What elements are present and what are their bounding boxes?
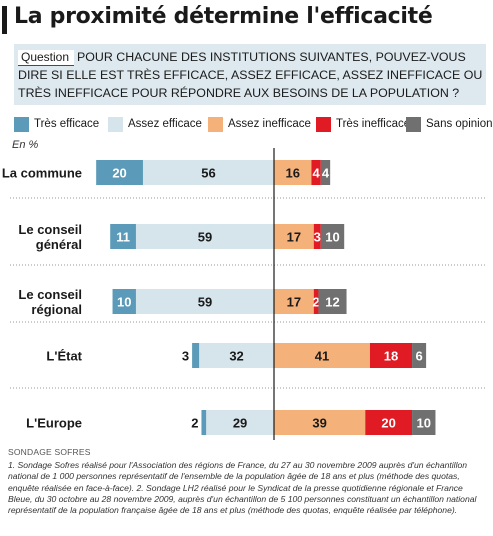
- bar-tres-efficace-le-conseil-general: [110, 224, 136, 249]
- bar-tres-efficace-la-commune: [96, 160, 143, 185]
- legend-swatch-tres-efficace: [14, 116, 29, 132]
- value-label-sans-opinion-la-commune: 4: [322, 166, 330, 181]
- legend-label-assez-inefficace: Assez inefficace: [228, 118, 311, 130]
- footnote: 1. Sondage Sofres réalisé pour l'Associa…: [8, 460, 477, 516]
- legend-swatch-assez-inefficace: [208, 116, 223, 132]
- value-label-sans-opinion-l-etat: 6: [415, 349, 422, 364]
- bar-assez-inefficace-l-etat: [274, 343, 370, 368]
- bar-sans-opinion-le-conseil-general: [320, 224, 345, 249]
- value-label-assez-efficace-la-commune: 56: [201, 166, 215, 181]
- legend-label-tres-inefficace: Très inefficace: [336, 118, 411, 130]
- legend: Très efficace Assez efficace Assez ineff…: [14, 115, 493, 133]
- bar-assez-inefficace-la-commune: [274, 160, 312, 185]
- legend-label-sans-opinion: Sans opinion: [426, 118, 493, 130]
- bar-tres-efficace-le-conseil-regional: [112, 289, 136, 314]
- value-label-sans-opinion-le-conseil-regional: 12: [325, 295, 339, 310]
- value-label-assez-efficace-l-etat: 32: [229, 349, 243, 364]
- value-label-assez-inefficace-l-europe: 39: [312, 416, 326, 431]
- bar-assez-inefficace-l-europe: [274, 410, 366, 435]
- source-label: SONDAGE SOFRES: [8, 447, 91, 457]
- unit-label: En %: [12, 139, 39, 151]
- bar-sans-opinion-l-europe: [412, 410, 436, 435]
- bar-tres-inefficace-la-commune: [311, 160, 321, 185]
- category-label-l-etat: L'État: [46, 349, 82, 364]
- chart-title: La proximité détermine l'efficacité: [14, 4, 433, 29]
- legend-swatch-assez-efficace: [108, 116, 123, 132]
- legend-item-assez-efficace: Assez efficace: [108, 115, 202, 133]
- value-label-assez-inefficace-l-etat: 41: [315, 349, 329, 364]
- bar-tres-efficace-l-etat: [192, 343, 200, 368]
- bar-assez-efficace-l-etat: [199, 343, 274, 368]
- value-label-tres-efficace-l-europe: 2: [191, 416, 198, 431]
- bar-sans-opinion-l-etat: [412, 343, 427, 368]
- value-label-assez-inefficace-le-conseil-general: 17: [287, 230, 301, 245]
- value-label-sans-opinion-l-europe: 10: [417, 416, 431, 431]
- value-label-tres-inefficace-l-europe: 20: [381, 416, 395, 431]
- bar-assez-efficace-la-commune: [142, 160, 274, 185]
- category-label-la-commune: La commune: [2, 166, 82, 181]
- bar-assez-inefficace-le-conseil-general: [274, 224, 314, 249]
- value-label-tres-inefficace-le-conseil-general: 3: [314, 230, 321, 245]
- bar-tres-inefficace-l-europe: [365, 410, 413, 435]
- bar-assez-efficace-le-conseil-general: [135, 224, 274, 249]
- value-label-tres-efficace-le-conseil-general: 11: [116, 230, 130, 245]
- question-text: POUR CHACUNE DES INSTITUTIONS SUIVANTES,…: [18, 50, 483, 100]
- value-label-sans-opinion-le-conseil-general: 10: [325, 230, 339, 245]
- legend-item-tres-inefficace: Très inefficace: [316, 115, 410, 133]
- value-label-tres-efficace-l-etat: 3: [182, 349, 189, 364]
- category-label-l-europe: L'Europe: [26, 416, 82, 431]
- bar-sans-opinion-le-conseil-regional: [318, 289, 347, 314]
- value-label-tres-efficace-le-conseil-regional: 10: [117, 295, 131, 310]
- value-label-assez-efficace-le-conseil-regional: 59: [198, 295, 212, 310]
- bar-tres-inefficace-l-etat: [369, 343, 413, 368]
- legend-swatch-tres-inefficace: [316, 116, 331, 132]
- bar-sans-opinion-la-commune: [320, 160, 331, 185]
- category-label-le-conseil-regional: Le conseil régional: [18, 287, 82, 317]
- value-label-tres-efficace-la-commune: 20: [112, 166, 126, 181]
- value-label-tres-inefficace-le-conseil-regional: 2: [313, 295, 320, 310]
- value-label-tres-inefficace-la-commune: 4: [313, 166, 321, 181]
- value-label-assez-inefficace-la-commune: 16: [285, 166, 299, 181]
- value-label-assez-efficace-le-conseil-general: 59: [198, 230, 212, 245]
- value-label-assez-inefficace-le-conseil-regional: 17: [287, 295, 301, 310]
- question-text-block: Question POUR CHACUNE DES INSTITUTIONS SU…: [18, 48, 486, 102]
- bar-assez-inefficace-le-conseil-regional: [274, 289, 314, 314]
- bar-tres-efficace-l-europe: [201, 410, 207, 435]
- bar-assez-efficace-le-conseil-regional: [135, 289, 274, 314]
- legend-swatch-sans-opinion: [406, 116, 421, 132]
- legend-item-assez-inefficace: Assez inefficace: [208, 115, 311, 133]
- legend-label-assez-efficace: Assez efficace: [128, 118, 202, 130]
- question-label: Question: [18, 50, 75, 66]
- category-label-le-conseil-general: Le conseil général: [18, 222, 82, 252]
- bar-tres-inefficace-le-conseil-regional: [313, 289, 319, 314]
- bar-assez-efficace-l-europe: [206, 410, 274, 435]
- question-box: Question POUR CHACUNE DES INSTITUTIONS SU…: [14, 44, 486, 105]
- legend-item-sans-opinion: Sans opinion: [406, 115, 493, 133]
- value-label-tres-inefficace-l-etat: 18: [384, 349, 398, 364]
- legend-label-tres-efficace: Très efficace: [34, 118, 100, 130]
- bar-tres-inefficace-le-conseil-general: [313, 224, 321, 249]
- diverging-bar-chart: La commune 56 20 16 4 4 Le conseil général 59 11 1…: [2, 148, 486, 440]
- title-accent-bar: [2, 6, 7, 34]
- legend-item-tres-efficace: Très efficace: [14, 115, 99, 133]
- value-label-assez-efficace-l-europe: 29: [233, 416, 247, 431]
